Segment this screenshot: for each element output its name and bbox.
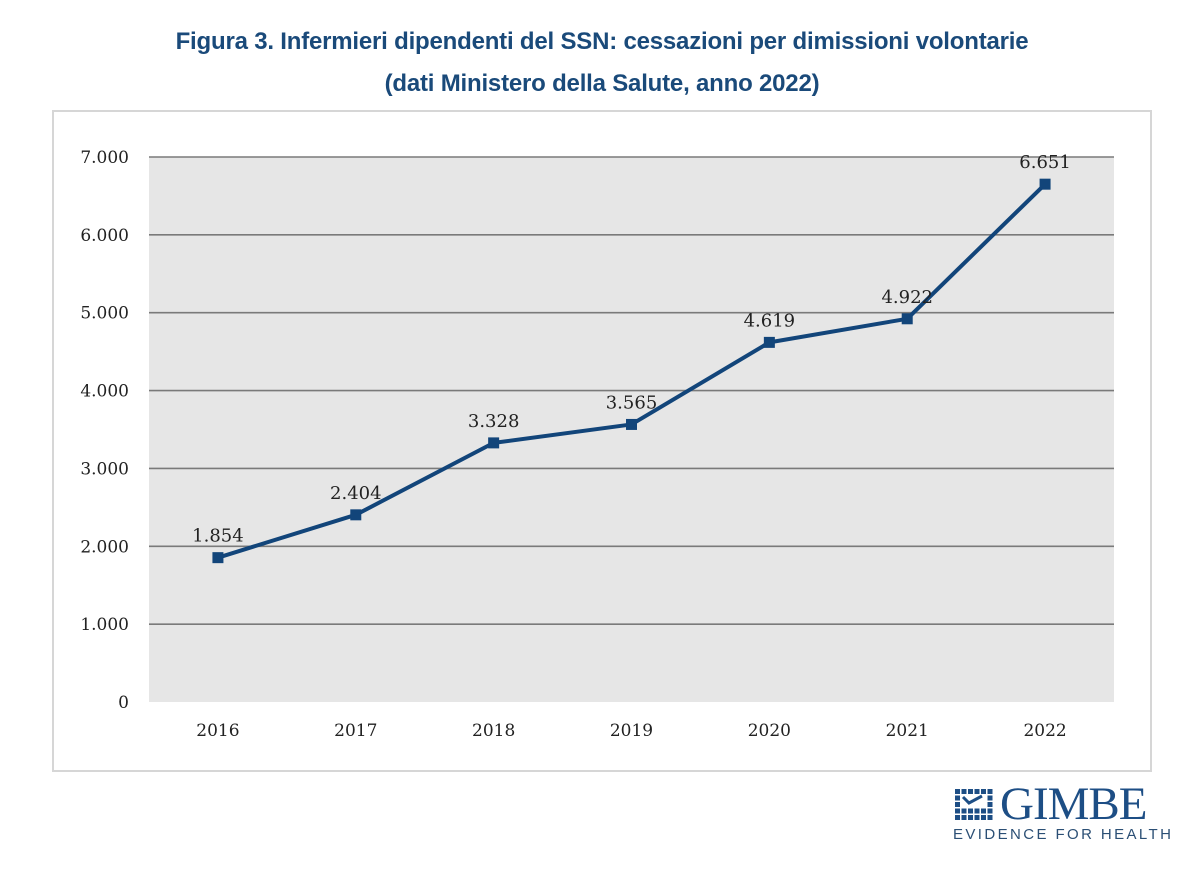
data-point-marker — [212, 552, 224, 564]
data-point-marker — [763, 336, 775, 348]
gimbe-logo: GIMBE EVIDENCE FOR HEALTH — [952, 778, 1171, 846]
data-label: 4.619 — [744, 310, 796, 331]
logo-dot — [968, 789, 973, 794]
y-tick-label: 5.000 — [80, 304, 129, 324]
logo-dot — [955, 795, 960, 801]
logo-dot — [981, 808, 986, 814]
logo-dot — [987, 795, 993, 801]
data-label: 1.854 — [192, 526, 244, 547]
logo-dot — [974, 808, 980, 814]
data-label: 2.404 — [330, 483, 382, 504]
data-label: 3.328 — [468, 411, 520, 432]
logo-dot — [981, 789, 986, 794]
y-tick-label: 1.000 — [80, 615, 129, 635]
x-tick-label: 2022 — [1023, 721, 1066, 741]
logo-dot — [961, 815, 967, 820]
data-point-marker — [1039, 178, 1051, 190]
data-label: 4.922 — [881, 287, 933, 308]
logo-dot — [987, 815, 993, 820]
y-tick-label: 0 — [118, 693, 129, 713]
logo-dot — [955, 789, 960, 794]
logo-dot — [987, 789, 993, 794]
logo-dot — [955, 802, 960, 807]
x-tick-label: 2017 — [334, 721, 377, 741]
data-label: 3.565 — [606, 392, 658, 413]
logo-dot — [968, 808, 973, 814]
logo-check-icon — [961, 794, 983, 805]
logo-dot — [961, 808, 967, 814]
logo-dot — [974, 815, 980, 820]
logo-dot — [968, 815, 973, 820]
data-label: 6.651 — [1019, 152, 1071, 173]
x-tick-label: 2021 — [886, 721, 929, 741]
chart-title-line-2: (dati Ministero della Salute, anno 2022) — [384, 70, 820, 97]
logo-dot — [981, 815, 986, 820]
logo-tagline: EVIDENCE FOR HEALTH — [953, 826, 1174, 843]
data-point-marker — [626, 418, 637, 430]
data-point-marker — [488, 437, 500, 449]
y-tick-label: 2.000 — [80, 537, 129, 557]
logo-dot — [974, 789, 980, 794]
logo-grid-icon — [955, 789, 993, 820]
x-tick-label: 2020 — [748, 721, 791, 741]
logo-dot — [961, 789, 967, 794]
y-tick-label: 7.000 — [80, 148, 129, 168]
logo-dot — [955, 815, 960, 820]
data-point-marker — [901, 313, 913, 325]
x-tick-label: 2019 — [610, 721, 653, 741]
chart-title-line-1: Figura 3. Infermieri dipendenti del SSN:… — [175, 28, 1029, 55]
y-tick-label: 3.000 — [80, 459, 129, 479]
logo-dot — [987, 808, 993, 814]
logo-dot — [987, 802, 993, 807]
y-tick-label: 6.000 — [80, 226, 129, 246]
y-tick-label: 4.000 — [80, 382, 129, 402]
x-tick-label: 2018 — [472, 721, 515, 741]
logo-wordmark: GIMBE — [1000, 778, 1147, 830]
x-tick-label: 2016 — [196, 721, 239, 741]
logo-dot — [955, 808, 960, 814]
data-point-marker — [350, 509, 362, 521]
